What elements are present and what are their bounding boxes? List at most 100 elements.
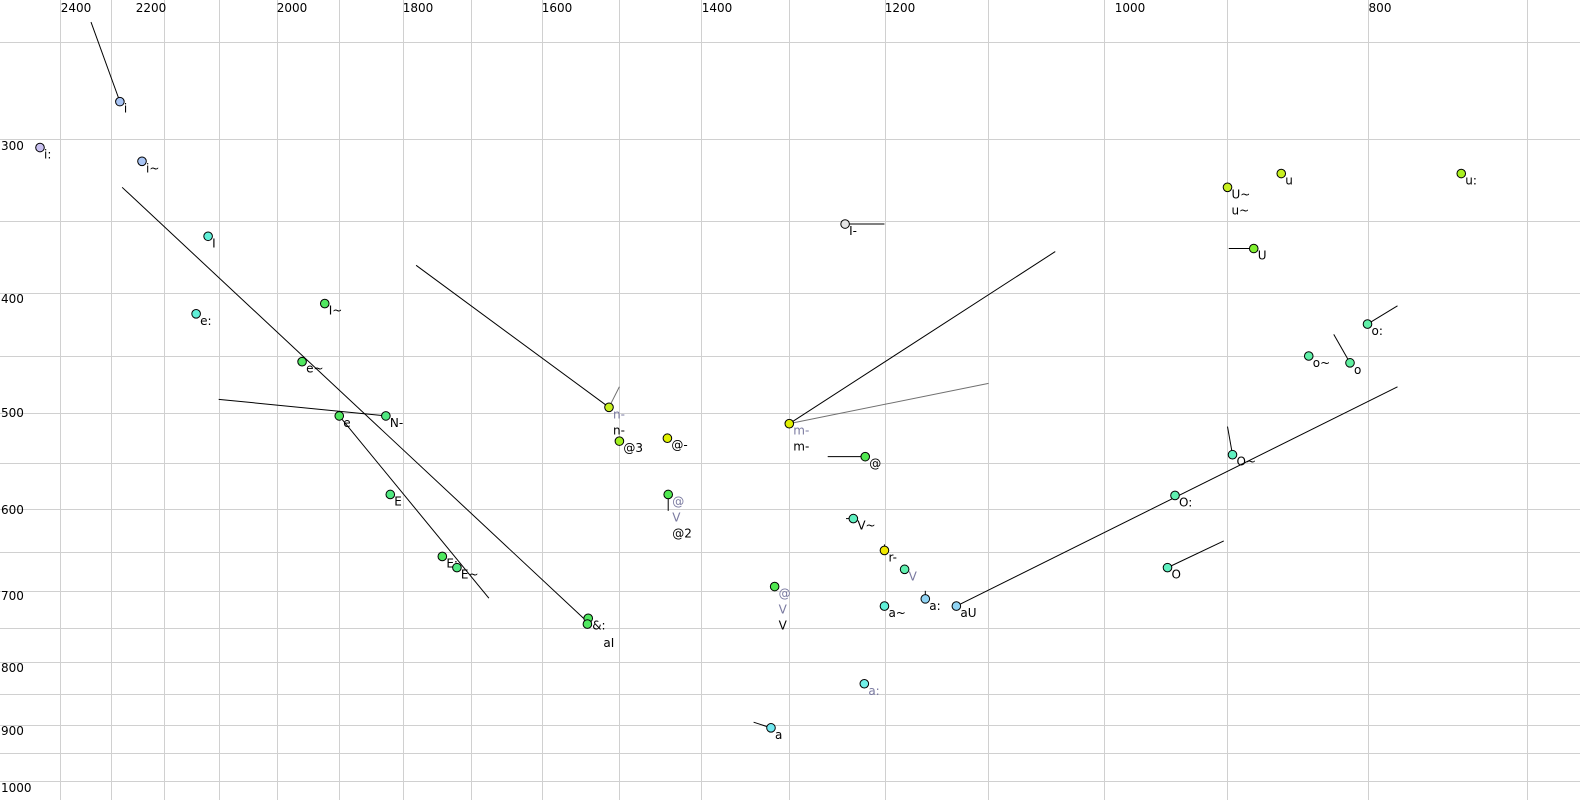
x-tick-label: 1200 (885, 1, 916, 15)
point-marker (879, 601, 890, 611)
point-label: V (909, 569, 918, 583)
point-label: i (124, 102, 127, 116)
point-label: O: (1179, 495, 1192, 509)
x-tick-label: 2000 (277, 1, 308, 15)
trajectories (90, 21, 1398, 729)
vowel-point: i~ (137, 156, 159, 175)
vowel-point: I~ (319, 298, 342, 318)
y-tick-label: 1000 (1, 781, 32, 795)
point-marker (769, 581, 780, 592)
point-marker (1362, 319, 1373, 329)
trajectory-line (218, 398, 386, 417)
point-marker (191, 309, 201, 319)
x-tick-label: 800 (1369, 1, 1392, 15)
point-label: I- (849, 224, 857, 238)
y-tick-label: 400 (1, 292, 24, 306)
vowel-point: aU (951, 601, 976, 620)
point-label: a: (868, 684, 879, 698)
point-label: U (1258, 249, 1267, 263)
point-label: o (1354, 363, 1361, 377)
point-label: U~ (1232, 187, 1251, 201)
point-marker (1222, 182, 1233, 193)
point-label: i: (44, 148, 51, 162)
trajectory-line (789, 251, 1056, 425)
point-marker (385, 489, 396, 500)
vowel-point: m-m- (784, 418, 809, 454)
point-label: @ (869, 457, 881, 471)
point-marker (35, 142, 45, 153)
point-label: @- (671, 438, 687, 452)
vowel-point: a (766, 723, 782, 742)
point-label: E (394, 494, 402, 508)
vowel-point: i: (35, 142, 51, 162)
point-label: @2 (672, 526, 692, 540)
point-marker (1227, 449, 1238, 460)
y-tick-label: 800 (1, 661, 24, 675)
point-marker (203, 231, 213, 242)
point-label: o~ (1313, 356, 1330, 370)
y-tick-label: 900 (1, 724, 24, 738)
point-label: V (779, 603, 788, 617)
x-tick-label: 2400 (61, 1, 92, 15)
vowel-point: r- (879, 545, 897, 564)
point-label: a: (929, 599, 940, 613)
point-label: V (672, 510, 681, 524)
vowel-point: u: (1456, 168, 1477, 188)
vowel-point: a~ (879, 601, 906, 620)
vowel-point: a: (859, 678, 880, 698)
point-marker (840, 219, 850, 229)
vowel-point: e: (191, 309, 212, 328)
point-marker (879, 545, 890, 556)
trajectory-line (338, 415, 490, 599)
point-marker (452, 562, 462, 573)
point-marker (860, 451, 871, 462)
vowel-point: i (115, 96, 127, 116)
x-tick-label: 1600 (542, 1, 573, 15)
point-marker (319, 298, 330, 309)
point-label: m- (793, 424, 809, 438)
point-marker (437, 551, 448, 562)
vowel-point: V~ (848, 513, 876, 533)
point-label: r- (888, 550, 897, 564)
point-marker (1276, 168, 1287, 179)
point-label: e~ (306, 362, 323, 376)
point-label: m- (793, 440, 809, 454)
point-marker (951, 601, 962, 611)
x-tick-label: 1000 (1115, 1, 1146, 15)
point-marker (662, 433, 673, 444)
point-label: E: (446, 556, 458, 570)
vowel-point: a: (920, 594, 941, 613)
point-label: E~ (461, 568, 479, 582)
trajectory-line (1367, 305, 1398, 325)
vowel-point: n-n- (604, 402, 625, 437)
vowel-point: o~ (1303, 351, 1330, 370)
vowel-point: I- (840, 219, 857, 238)
point-marker (899, 564, 910, 575)
point-marker (604, 402, 614, 413)
point-marker (1162, 562, 1173, 573)
point-marker (115, 96, 125, 107)
y-axis-ticks: 300 400 500 600 700 800 900 1000 (1, 139, 32, 795)
x-tick-label: 1400 (702, 1, 733, 15)
point-label: @ (779, 587, 791, 601)
point-label: V~ (857, 519, 875, 533)
vowel-point: u (1276, 168, 1293, 188)
point-marker (766, 723, 776, 733)
vowel-point: O: (1170, 490, 1192, 509)
vowel-point: @ V @2 (663, 489, 692, 540)
vowel-point: e~ (297, 356, 324, 376)
point-label: i~ (146, 161, 159, 175)
point-label: @ (672, 494, 684, 508)
point-label: N- (390, 416, 403, 430)
trajectory-line (415, 264, 610, 408)
point-marker (334, 411, 345, 421)
y-tick-label: 300 (1, 139, 24, 153)
point-label: aU (960, 606, 976, 620)
point-marker (582, 619, 593, 629)
point-label: I (212, 236, 216, 250)
point-label: e: (200, 314, 211, 328)
y-tick-label: 700 (1, 589, 24, 603)
vowel-point: E (385, 489, 402, 508)
